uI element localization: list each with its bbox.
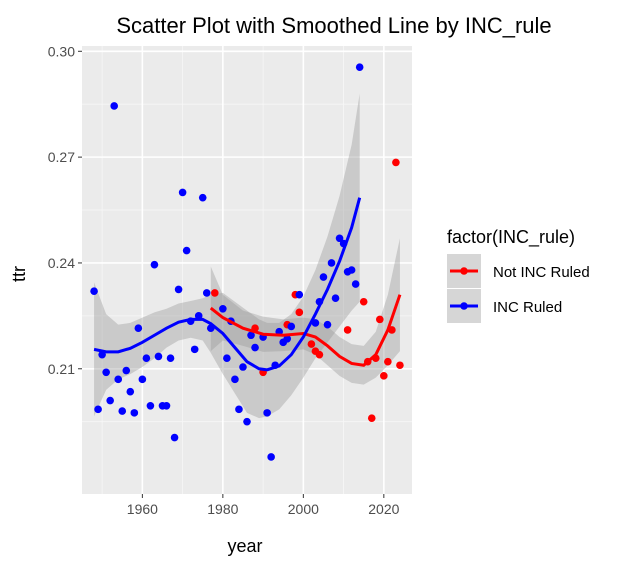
data-point bbox=[223, 354, 231, 362]
data-point bbox=[239, 363, 247, 371]
smoothed-line bbox=[93, 197, 362, 372]
legend-label: Not INC Ruled bbox=[493, 264, 590, 281]
data-points bbox=[90, 63, 404, 461]
data-point bbox=[166, 354, 175, 362]
data-point bbox=[315, 350, 324, 359]
y-tick-label: 0.21 bbox=[48, 361, 75, 377]
data-point bbox=[367, 414, 376, 422]
data-point bbox=[247, 331, 255, 340]
data-point bbox=[251, 343, 259, 352]
legend-items: Not INC Ruled INC Ruled bbox=[447, 254, 590, 323]
data-point bbox=[202, 289, 211, 297]
data-point bbox=[126, 387, 135, 396]
data-point bbox=[323, 320, 332, 329]
data-point bbox=[295, 290, 304, 299]
data-point bbox=[138, 375, 147, 384]
data-point bbox=[243, 417, 251, 426]
data-point bbox=[327, 259, 336, 267]
smoothed-lines bbox=[93, 197, 402, 372]
data-point bbox=[263, 409, 271, 417]
data-point bbox=[231, 375, 239, 384]
data-point bbox=[347, 266, 356, 274]
smoothed-line bbox=[209, 294, 402, 367]
data-point bbox=[267, 453, 275, 461]
y-tick-label: 0.27 bbox=[48, 149, 75, 165]
data-point bbox=[142, 354, 151, 362]
data-point bbox=[351, 280, 360, 288]
data-point bbox=[102, 368, 110, 377]
data-point bbox=[331, 294, 340, 303]
data-point bbox=[134, 324, 143, 333]
data-point bbox=[146, 402, 155, 410]
data-point bbox=[178, 188, 187, 197]
data-point bbox=[170, 433, 179, 442]
x-tick-label: 1960 bbox=[127, 501, 158, 517]
x-axis-title: year bbox=[227, 536, 262, 556]
data-point bbox=[130, 409, 139, 417]
data-point bbox=[392, 158, 400, 167]
data-point bbox=[311, 319, 320, 327]
data-point bbox=[150, 260, 159, 269]
plot-panel bbox=[82, 46, 412, 494]
legend-title: factor(INC_rule) bbox=[447, 227, 575, 248]
data-point bbox=[359, 297, 368, 306]
data-point bbox=[355, 63, 364, 71]
chart-title: Scatter Plot with Smoothed Line by INC_r… bbox=[116, 13, 551, 38]
data-point bbox=[106, 396, 114, 405]
data-point bbox=[118, 407, 127, 415]
x-tick-label: 2000 bbox=[288, 501, 319, 517]
y-tick-label: 0.30 bbox=[48, 43, 75, 59]
x-tick-label: 2020 bbox=[368, 501, 399, 517]
data-point bbox=[182, 246, 191, 255]
confidence-band bbox=[94, 93, 360, 419]
y-axis-title: ttr bbox=[9, 266, 29, 282]
x-tick-label: 1980 bbox=[207, 501, 238, 517]
data-point bbox=[307, 340, 316, 348]
data-point bbox=[376, 315, 384, 324]
axes: 1960 1980 2000 2020 0.21 0.24 0.27 0.30 bbox=[48, 43, 400, 517]
data-point bbox=[319, 273, 328, 281]
data-point bbox=[190, 345, 199, 354]
panel-background bbox=[82, 46, 412, 494]
legend: factor(INC_rule) Not INC Ruled INC Ruled bbox=[447, 227, 590, 323]
data-point bbox=[194, 312, 203, 320]
data-point bbox=[122, 366, 131, 375]
data-point bbox=[110, 102, 118, 110]
data-point bbox=[198, 193, 207, 202]
data-point bbox=[295, 308, 304, 317]
data-point bbox=[287, 322, 296, 331]
data-point bbox=[219, 305, 227, 313]
data-point bbox=[94, 405, 102, 414]
data-point bbox=[343, 326, 352, 334]
legend-point bbox=[460, 302, 468, 310]
data-point bbox=[174, 285, 183, 294]
data-point bbox=[90, 287, 98, 295]
y-tick-label: 0.24 bbox=[48, 255, 75, 271]
data-point bbox=[154, 352, 163, 361]
legend-label: INC Ruled bbox=[493, 299, 562, 316]
data-point bbox=[380, 372, 388, 380]
data-point bbox=[211, 289, 219, 297]
legend-point bbox=[460, 267, 468, 275]
data-point bbox=[384, 357, 392, 366]
data-point bbox=[283, 334, 292, 343]
data-point bbox=[396, 361, 404, 370]
data-point bbox=[114, 375, 123, 384]
data-point bbox=[162, 402, 171, 410]
data-point bbox=[235, 405, 243, 414]
data-point bbox=[335, 234, 344, 243]
